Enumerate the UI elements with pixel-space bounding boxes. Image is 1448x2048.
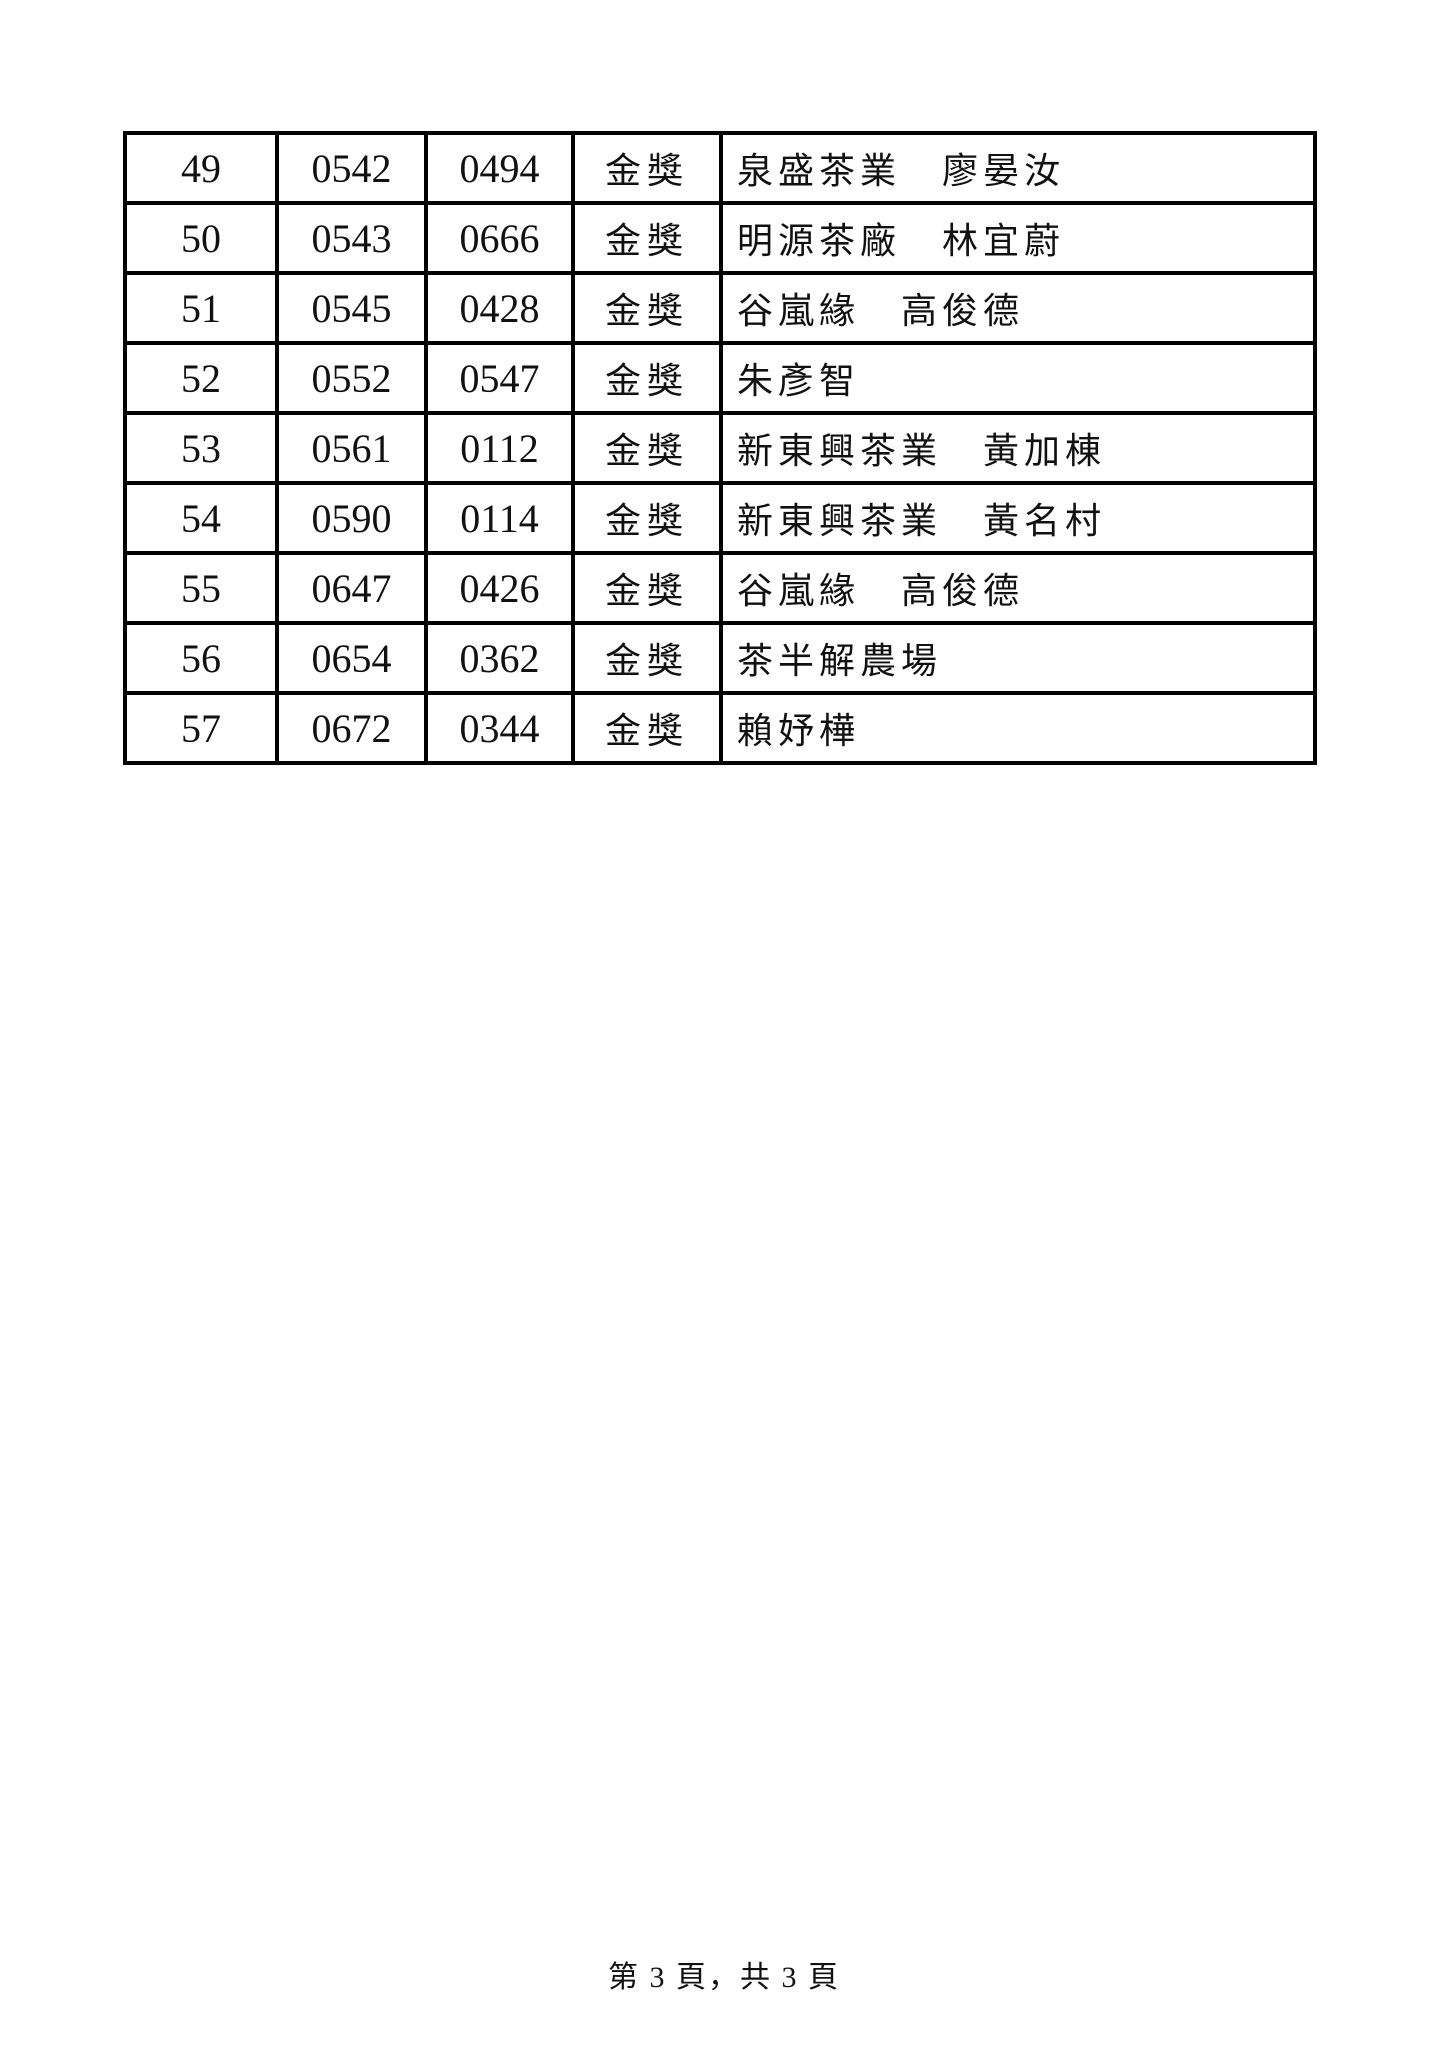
rank-cell: 50 [123, 201, 279, 275]
entry-no-cell: 0543 [275, 201, 428, 275]
name-cell: 泉盛茶業 廖晏汝 [719, 131, 1317, 205]
name-cell: 茶半解農場 [719, 621, 1317, 695]
rank-cell: 56 [123, 621, 279, 695]
code-cell: 0494 [424, 131, 575, 205]
rank-cell: 54 [123, 481, 279, 555]
entry-no-cell: 0552 [275, 341, 428, 415]
entry-no-cell: 0545 [275, 271, 428, 345]
award-cell: 金獎 [571, 691, 723, 765]
table-row: 56 0654 0362 金獎 茶半解農場 [123, 621, 1317, 695]
entry-no-cell: 0590 [275, 481, 428, 555]
name-cell: 谷嵐緣 高俊德 [719, 271, 1317, 345]
award-table-body: 49 0542 0494 金獎 泉盛茶業 廖晏汝 50 0543 0666 金獎… [123, 131, 1317, 765]
code-cell: 0428 [424, 271, 575, 345]
entry-no-cell: 0561 [275, 411, 428, 485]
rank-cell: 55 [123, 551, 279, 625]
code-cell: 0362 [424, 621, 575, 695]
award-table: 49 0542 0494 金獎 泉盛茶業 廖晏汝 50 0543 0666 金獎… [123, 131, 1317, 765]
award-cell: 金獎 [571, 621, 723, 695]
rank-cell: 53 [123, 411, 279, 485]
entry-no-cell: 0647 [275, 551, 428, 625]
name-cell: 朱彥智 [719, 341, 1317, 415]
award-cell: 金獎 [571, 271, 723, 345]
award-cell: 金獎 [571, 201, 723, 275]
award-cell: 金獎 [571, 411, 723, 485]
name-cell: 新東興茶業 黃加棟 [719, 411, 1317, 485]
table-row: 53 0561 0112 金獎 新東興茶業 黃加棟 [123, 411, 1317, 485]
entry-no-cell: 0654 [275, 621, 428, 695]
table-row: 57 0672 0344 金獎 賴妤樺 [123, 691, 1317, 765]
table-row: 50 0543 0666 金獎 明源茶廠 林宜蔚 [123, 201, 1317, 275]
table-row: 55 0647 0426 金獎 谷嵐緣 高俊德 [123, 551, 1317, 625]
table-row: 54 0590 0114 金獎 新東興茶業 黃名村 [123, 481, 1317, 555]
name-cell: 新東興茶業 黃名村 [719, 481, 1317, 555]
name-cell: 谷嵐緣 高俊德 [719, 551, 1317, 625]
table-row: 52 0552 0547 金獎 朱彥智 [123, 341, 1317, 415]
entry-no-cell: 0672 [275, 691, 428, 765]
code-cell: 0426 [424, 551, 575, 625]
rank-cell: 49 [123, 131, 279, 205]
award-cell: 金獎 [571, 481, 723, 555]
entry-no-cell: 0542 [275, 131, 428, 205]
award-cell: 金獎 [571, 341, 723, 415]
code-cell: 0547 [424, 341, 575, 415]
rank-cell: 52 [123, 341, 279, 415]
code-cell: 0114 [424, 481, 575, 555]
name-cell: 賴妤樺 [719, 691, 1317, 765]
table-row: 51 0545 0428 金獎 谷嵐緣 高俊德 [123, 271, 1317, 345]
award-cell: 金獎 [571, 131, 723, 205]
award-cell: 金獎 [571, 551, 723, 625]
code-cell: 0666 [424, 201, 575, 275]
rank-cell: 57 [123, 691, 279, 765]
name-cell: 明源茶廠 林宜蔚 [719, 201, 1317, 275]
code-cell: 0112 [424, 411, 575, 485]
page-indicator: 第 3 頁，共 3 頁 [608, 1961, 840, 1994]
code-cell: 0344 [424, 691, 575, 765]
table-row: 49 0542 0494 金獎 泉盛茶業 廖晏汝 [123, 131, 1317, 205]
rank-cell: 51 [123, 271, 279, 345]
